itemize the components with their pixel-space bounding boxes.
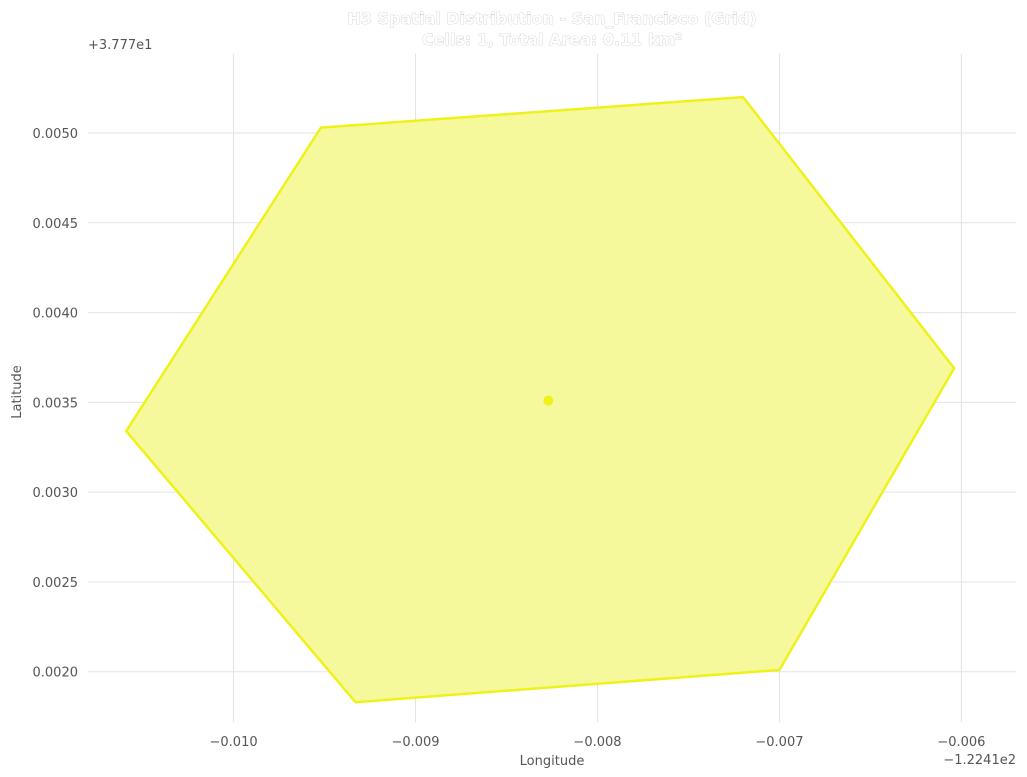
h3-cell-hexagon [124, 95, 956, 704]
y-tick-label: 0.0025 [33, 576, 79, 591]
x-tick-label: −0.007 [755, 735, 803, 750]
x-tick-label: −0.006 [937, 735, 985, 750]
y-tick-label: 0.0020 [33, 666, 79, 681]
cell-centroid-point [543, 395, 554, 406]
y-axis-label: Latitude [10, 365, 25, 419]
x-axis-offset-label: −1.2241e2 [943, 753, 1016, 768]
chart-subtitle: Cells: 1, Total Area: 0.11 km² [422, 30, 682, 49]
y-tick-labels: 0.0020 0.0025 0.0030 0.0035 0.0040 0.0045 0.00… [33, 127, 79, 681]
y-tick-label: 0.0050 [33, 127, 79, 142]
x-axis-label: Longitude [520, 754, 585, 769]
x-tick-label: −0.010 [210, 735, 258, 750]
x-tick-label: −0.009 [391, 735, 439, 750]
y-tick-label: 0.0045 [33, 217, 79, 232]
y-tick-label: 0.0030 [33, 486, 79, 501]
y-tick-label: 0.0040 [33, 307, 79, 322]
x-tick-label: −0.008 [573, 735, 621, 750]
y-tick-label: 0.0035 [33, 396, 79, 411]
y-axis-offset-label: +3.777e1 [88, 38, 152, 53]
chart-title: H3 Spatial Distribution - San_Francisco … [347, 9, 756, 28]
x-tick-labels: −0.010 −0.009 −0.008 −0.007 −0.006 [210, 735, 986, 750]
